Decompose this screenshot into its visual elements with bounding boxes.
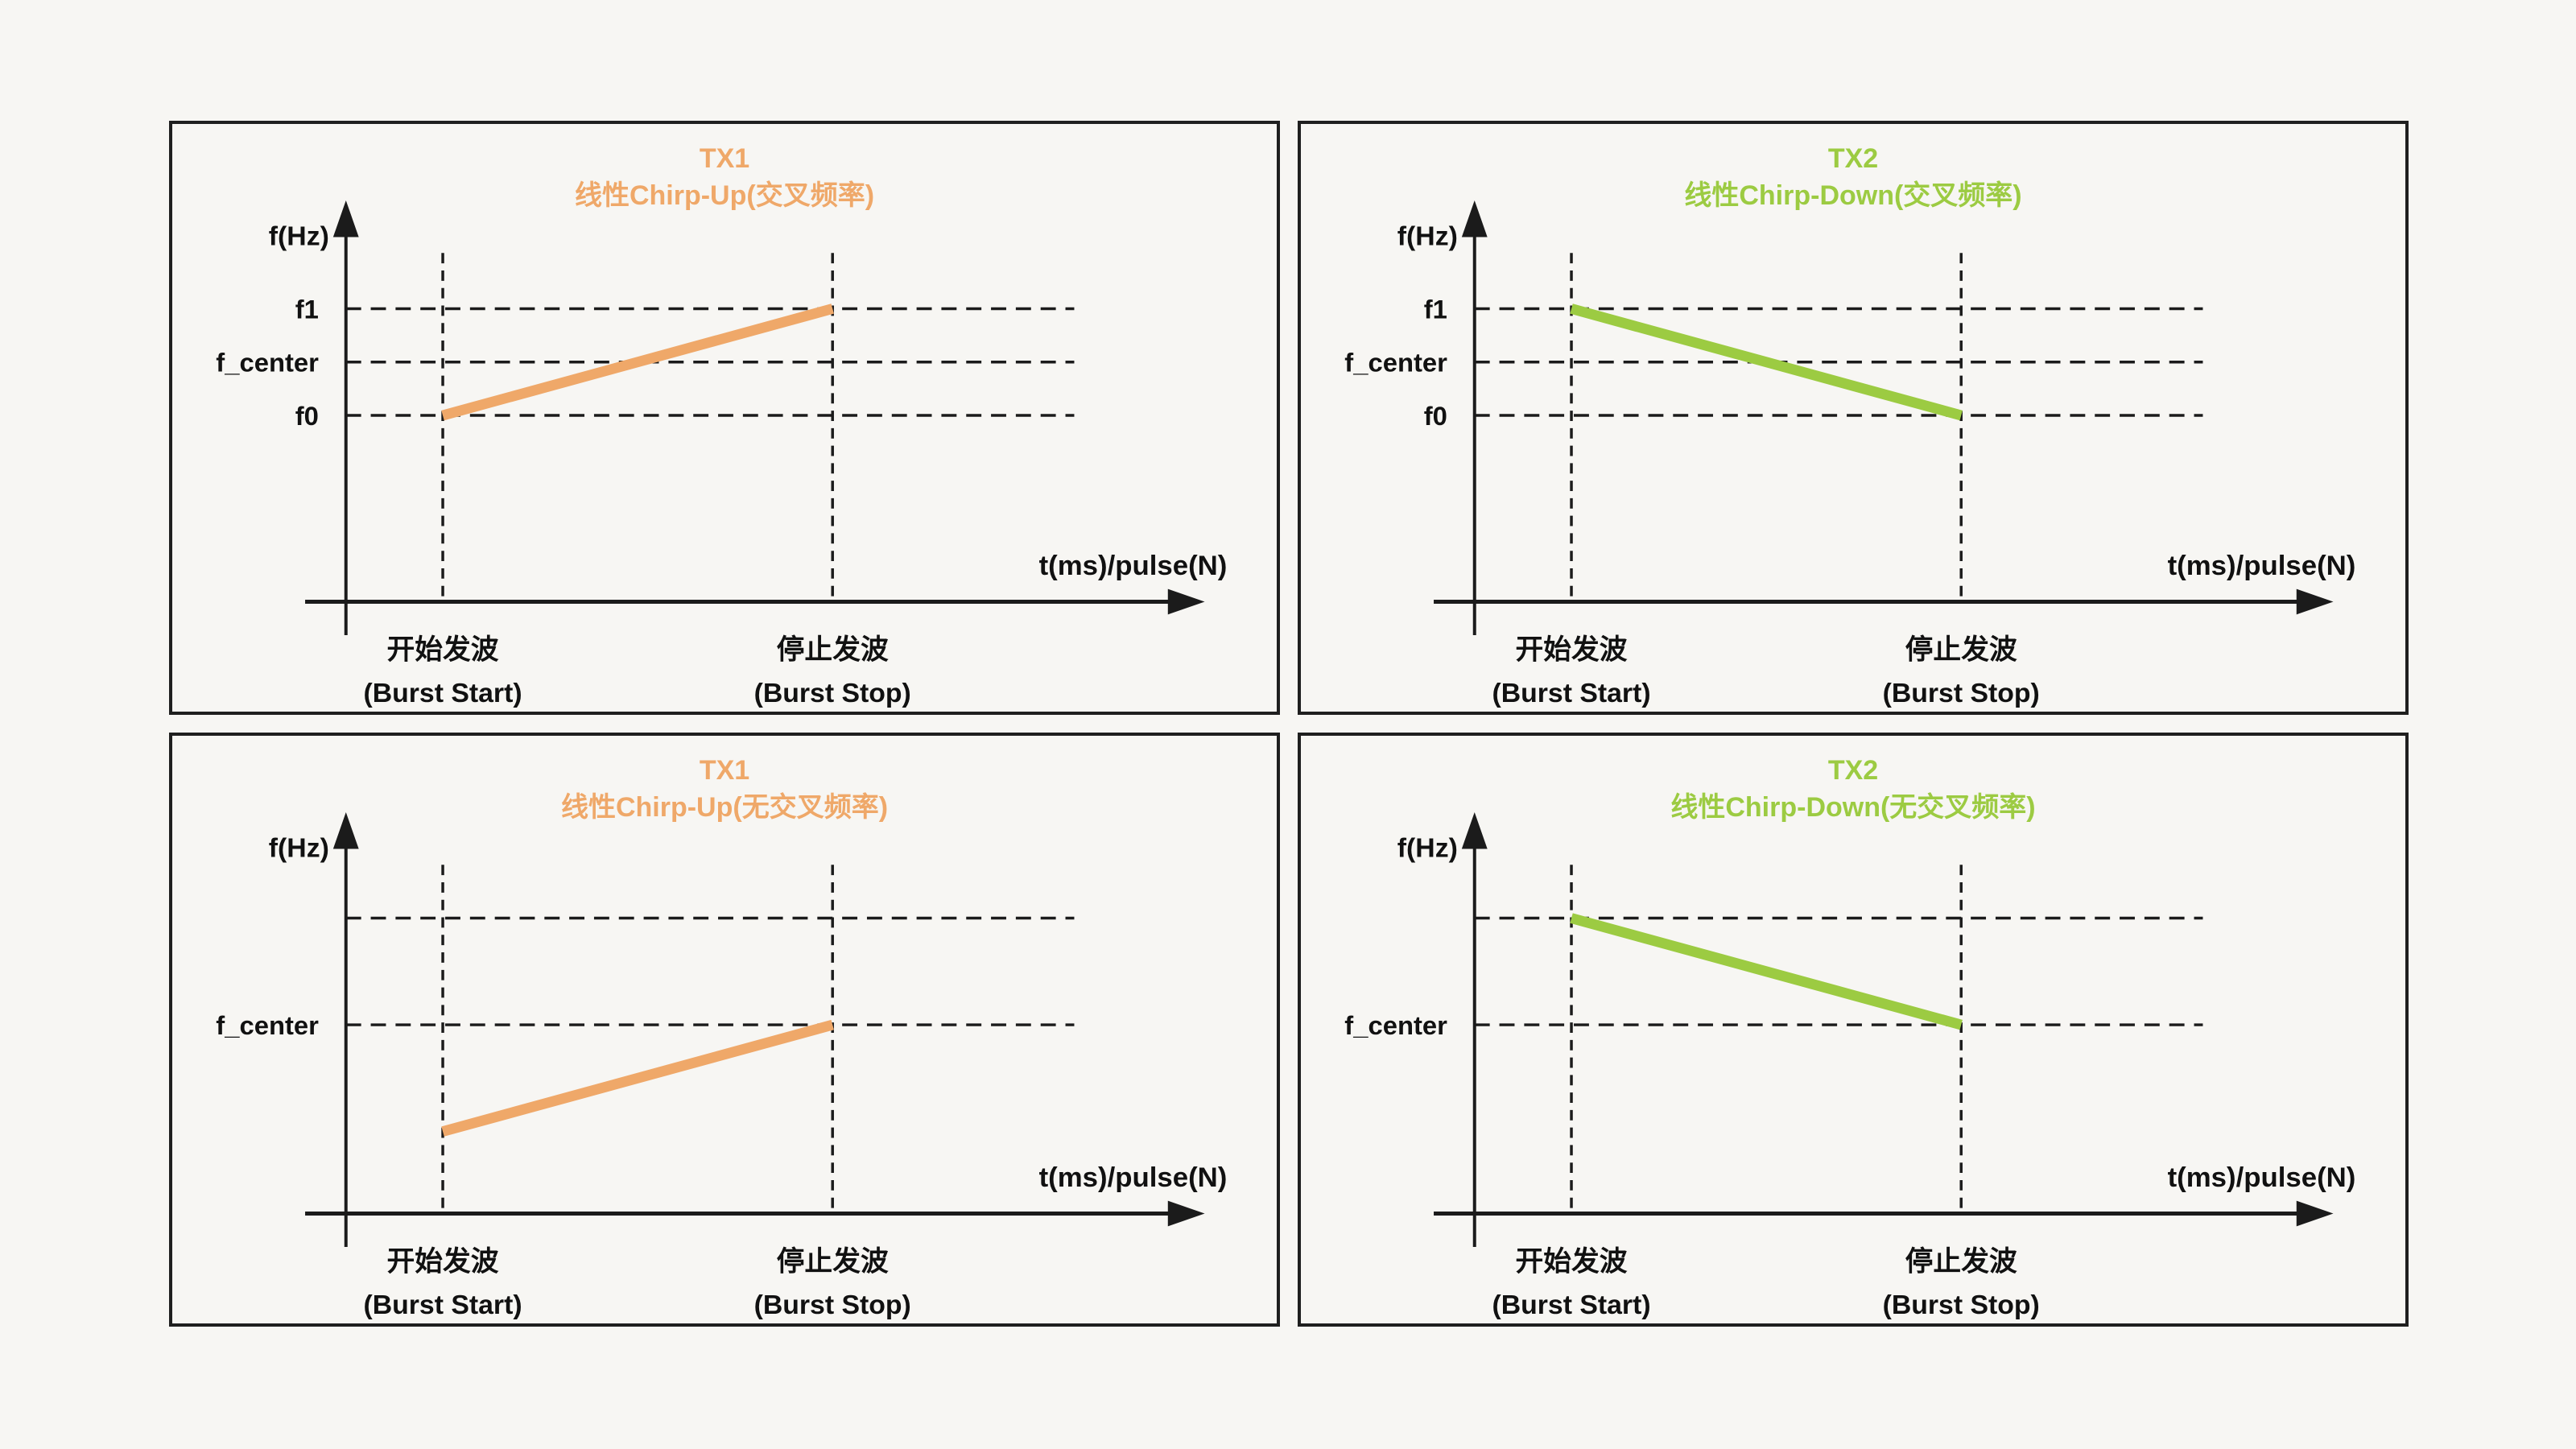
x-axis-label: t(ms)/pulse(N) (1039, 551, 1228, 581)
gridline-label-f1: f1 (1424, 294, 1447, 324)
burst-stop-label-en: (Burst Stop) (754, 1290, 911, 1320)
gridline-label-f1: f1 (295, 294, 319, 324)
burst-start-label-en: (Burst Start) (1492, 1290, 1650, 1320)
gridline-label-f_center: f_center (1344, 348, 1447, 378)
burst-stop-label-en: (Burst Stop) (1883, 1290, 2040, 1320)
y-axis-label: f(Hz) (269, 832, 329, 863)
burst-start-label-zh: 开始发波 (1515, 634, 1627, 666)
burst-stop-label-zh: 停止发波 (1905, 634, 2017, 666)
x-axis-arrowhead-icon (2296, 1200, 2334, 1227)
y-axis-label: f(Hz) (1397, 832, 1458, 863)
panel-tx1-chirp-up-crossed: TX1 线性Chirp-Up(交叉频率) f1 f_center f0 f(Hz) t(… (169, 121, 1280, 715)
chirp-line (441, 303, 834, 421)
plot-tx1-chirp-up-crossed: f1 f_center f0 f(Hz) t(ms)/pulse(N) 开始发波 (Burs… (216, 200, 1228, 708)
plot-tx2-chirp-down-uncrossed: f_center f(Hz) t(ms)/pulse(N) 开始发波 (Burst St… (1344, 811, 2356, 1320)
x-axis-arrowhead-icon (1167, 1200, 1205, 1227)
plot-tx2-chirp-down-crossed: f1 f_center f0 f(Hz) t(ms)/pulse(N) 开始发波 (Burs… (1344, 200, 2356, 708)
panel-tx1-chirp-up-uncrossed: TX1 线性Chirp-Up(无交叉频率) f_center f(Hz) t(ms)… (169, 733, 1280, 1327)
burst-start-label-zh: 开始发波 (386, 1246, 498, 1278)
plot-tx1-chirp-up-uncrossed: f_center f(Hz) t(ms)/pulse(N) 开始发波 (Burst St… (216, 811, 1228, 1320)
x-axis-label: t(ms)/pulse(N) (1039, 1162, 1228, 1193)
burst-start-label-zh: 开始发波 (386, 634, 498, 666)
x-axis-label: t(ms)/pulse(N) (2168, 551, 2356, 581)
chirp-line (1570, 303, 1963, 421)
x-axis-arrowhead-icon (2296, 588, 2334, 615)
y-axis-arrowhead-icon (332, 200, 359, 237)
panel-tx2-chirp-down-crossed: TX2 线性Chirp-Down(交叉频率) f1 f_center f0 f(Hz)… (1298, 121, 2409, 715)
burst-stop-label-en: (Burst Stop) (754, 678, 911, 708)
burst-start-label-zh: 开始发波 (1515, 1246, 1627, 1278)
gridline-label-f0: f0 (1424, 401, 1447, 431)
y-axis-label: f(Hz) (1397, 221, 1458, 251)
x-axis-arrowhead-icon (1167, 588, 1205, 615)
panel-tx2-chirp-down-uncrossed: TX2 线性Chirp-Down(无交叉频率) f_center f(Hz) t(m… (1298, 733, 2409, 1327)
chirp-line (1570, 913, 1963, 1030)
y-axis-label: f(Hz) (269, 221, 329, 251)
burst-start-label-en: (Burst Start) (363, 678, 522, 708)
x-axis-label: t(ms)/pulse(N) (2168, 1162, 2356, 1193)
burst-stop-label-zh: 停止发波 (1905, 1246, 2017, 1278)
gridline-label-f_center: f_center (216, 348, 319, 378)
burst-stop-label-zh: 停止发波 (777, 634, 889, 666)
burst-stop-label-en: (Burst Stop) (1883, 678, 2040, 708)
burst-stop-label-zh: 停止发波 (777, 1246, 889, 1278)
chirp-line (441, 1019, 834, 1137)
y-axis-arrowhead-icon (332, 811, 359, 849)
burst-start-label-en: (Burst Start) (363, 1290, 522, 1320)
gridline-label-f_center: f_center (1344, 1010, 1447, 1040)
burst-start-label-en: (Burst Start) (1492, 678, 1650, 708)
gridline-label-f0: f0 (295, 401, 319, 431)
y-axis-arrowhead-icon (1461, 811, 1488, 849)
gridline-label-f_center: f_center (216, 1010, 319, 1040)
y-axis-arrowhead-icon (1461, 200, 1488, 237)
